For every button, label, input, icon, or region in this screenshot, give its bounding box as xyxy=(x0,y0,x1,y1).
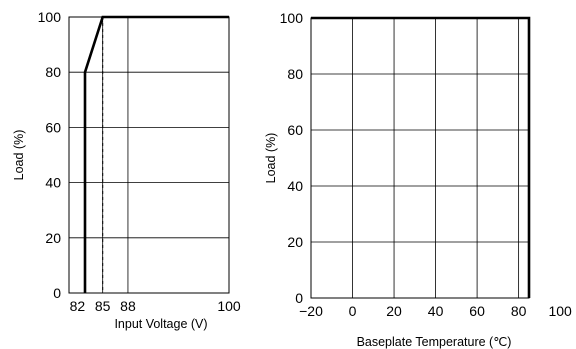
c1-x-tick-85: 85 xyxy=(95,298,111,314)
c2-x-tick-40: 40 xyxy=(428,303,444,319)
c2-y-tick-0: 0 xyxy=(295,290,303,306)
c1-derating-curve xyxy=(83,15,229,293)
c2-plot-frame xyxy=(310,17,530,299)
c1-y-tick-100: 100 xyxy=(38,9,62,25)
c1-y-tick-40: 40 xyxy=(45,175,61,191)
c1-y-tick-20: 20 xyxy=(45,230,61,246)
c2-x-tick-20: 20 xyxy=(386,303,402,319)
c1-x-tick-88: 88 xyxy=(120,298,136,314)
c1-grid xyxy=(69,17,229,293)
c1-x-tick-82: 82 xyxy=(70,298,86,314)
c1-y-tick-labels: 0 20 40 60 80 100 xyxy=(38,9,62,301)
c1-x-tick-labels: 82 85 88 100 xyxy=(70,298,241,314)
c2-x-axis-label: Baseplate Temperature (℃) xyxy=(357,335,512,349)
c2-y-tick-labels: 0 20 40 60 80 100 xyxy=(280,10,304,306)
c2-y-tick-100: 100 xyxy=(280,10,304,26)
c2-x-tick-80: 80 xyxy=(511,303,527,319)
c2-x-tick-0: 0 xyxy=(349,303,357,319)
c2-y-tick-40: 40 xyxy=(287,178,303,194)
c2-x-tick-neg20: −20 xyxy=(299,303,323,319)
c1-y-tick-80: 80 xyxy=(45,64,61,80)
c2-y-tick-60: 60 xyxy=(287,122,303,138)
c2-x-tick-100: 100 xyxy=(548,303,572,319)
c1-y-tick-60: 60 xyxy=(45,119,61,135)
c2-derating-curve xyxy=(311,16,531,298)
c2-y-tick-20: 20 xyxy=(287,234,303,250)
c1-x-tick-100: 100 xyxy=(217,298,241,314)
c1-x-axis-label: Input Voltage (V) xyxy=(114,317,207,331)
c1-y-tick-0: 0 xyxy=(53,285,61,301)
c2-x-tick-labels: −20 0 20 40 60 80 100 xyxy=(299,303,572,319)
c1-y-axis-label: Load (%) xyxy=(12,130,26,181)
c2-y-tick-80: 80 xyxy=(287,66,303,82)
chart-input-voltage: 0 20 40 60 80 100 82 85 88 100 Input Voltage (V)… xyxy=(12,9,241,331)
c2-x-tick-60: 60 xyxy=(469,303,485,319)
c2-grid xyxy=(311,18,529,298)
c2-y-axis-label: Load (%) xyxy=(264,133,278,184)
c1-plot-frame xyxy=(68,16,230,294)
